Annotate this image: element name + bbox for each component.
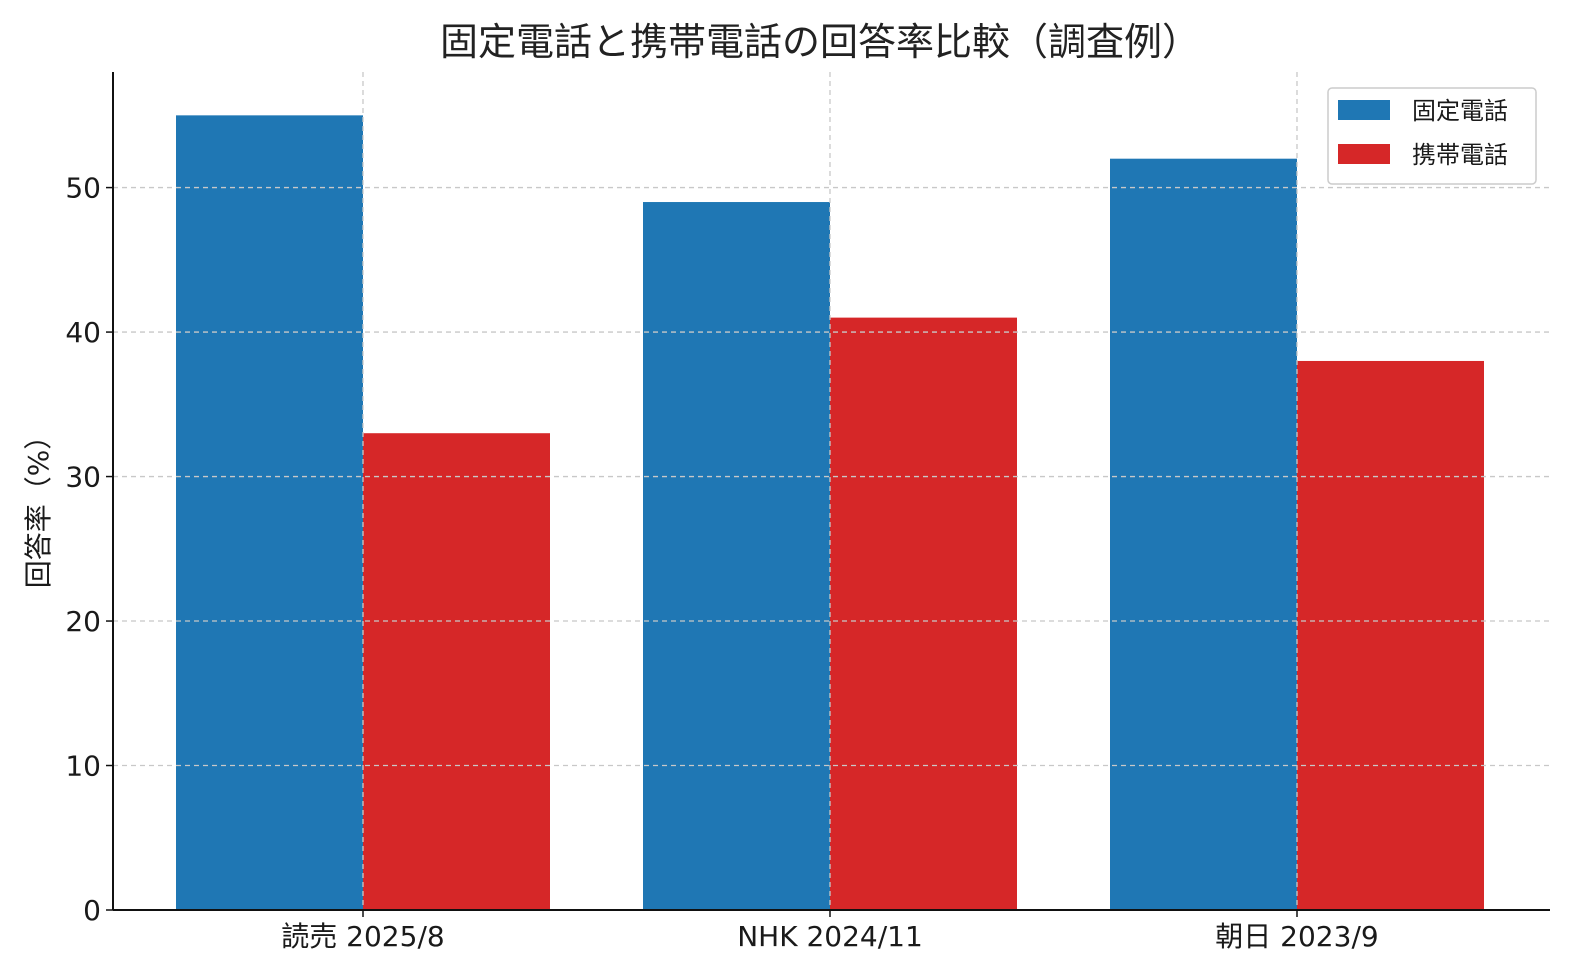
- y-tick-label: 30: [65, 461, 101, 494]
- y-tick-label: 50: [65, 172, 101, 205]
- bar-mobile-0: [363, 433, 550, 910]
- bar-mobile-2: [1297, 360, 1484, 910]
- y-tick-label: 10: [65, 750, 101, 783]
- bars: [176, 115, 1484, 911]
- y-tick-label: 20: [65, 605, 101, 638]
- y-axis-label: 回答率（%）: [22, 422, 55, 589]
- x-tick-labels: 読売 2025/8 NHK 2024/11 朝日 2023/9: [281, 910, 1379, 953]
- bar-mobile-1: [830, 317, 1017, 910]
- legend-label: 固定電話: [1412, 97, 1508, 125]
- bar-landline-0: [176, 115, 363, 910]
- legend-label: 携帯電話: [1412, 141, 1508, 169]
- x-tick-label: 朝日 2023/9: [1215, 920, 1378, 953]
- legend-swatch: [1338, 100, 1390, 120]
- y-tick-label: 40: [65, 316, 101, 349]
- bar-landline-1: [643, 202, 830, 910]
- x-tick-label: 読売 2025/8: [281, 920, 444, 953]
- chart-title: 固定電話と携帯電話の回答率比較（調査例）: [440, 20, 1200, 64]
- y-tick-label: 0: [83, 894, 101, 927]
- gridlines: [113, 72, 1550, 910]
- x-tick-label: NHK 2024/11: [737, 920, 923, 953]
- bar-landline-2: [1110, 158, 1297, 911]
- legend-swatch: [1338, 144, 1390, 164]
- y-tick-labels: 0 10 20 30 40 50: [65, 172, 113, 927]
- axes: [112, 72, 1550, 911]
